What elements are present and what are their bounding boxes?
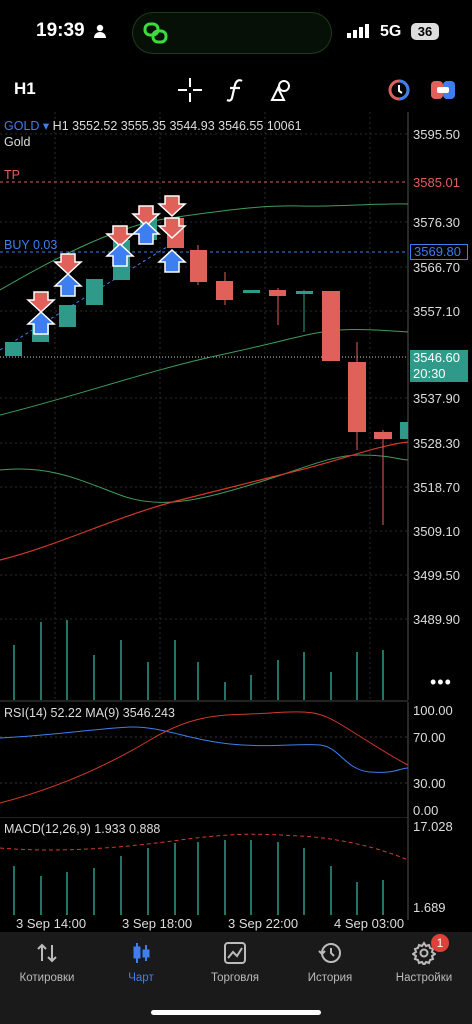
objects-icon[interactable] xyxy=(270,78,294,102)
rsi-ma-line xyxy=(0,726,409,773)
current-price: 3546.60 xyxy=(413,350,460,365)
time-tick: 4 Sep 03:00 xyxy=(334,916,405,931)
macd-tick-top: 17.028 xyxy=(413,819,453,834)
bb-upper xyxy=(0,203,409,291)
price-tick: 3595.50 xyxy=(413,127,460,142)
tp-price-tag: 3585.01 xyxy=(410,175,468,191)
rsi-tick: 30.00 xyxy=(413,776,446,791)
battery-indicator: 36 xyxy=(411,23,439,40)
history-icon xyxy=(318,943,341,963)
chart-icon xyxy=(133,943,150,963)
price-tick: 3518.70 xyxy=(413,480,460,495)
time-tick: 3 Sep 18:00 xyxy=(122,916,193,931)
header-timeframe: H1 xyxy=(52,119,69,133)
macd-signal xyxy=(0,833,409,861)
price-chart[interactable] xyxy=(0,112,472,702)
status-bar: 19:39 5G 36 xyxy=(0,0,472,64)
status-time: 19:39 xyxy=(36,20,85,41)
one-click-trading-icon[interactable] xyxy=(387,78,411,102)
quotes-icon xyxy=(37,943,57,963)
nav-history-label: История xyxy=(307,972,353,984)
symbol-name: GOLD xyxy=(4,119,40,133)
bb-lower xyxy=(0,454,409,503)
price-tick: 3557.10 xyxy=(413,304,460,319)
network-type: 5G xyxy=(380,23,402,40)
nav-chart[interactable]: Чарт xyxy=(94,940,188,984)
buy-price-tag: 3569.80 xyxy=(410,244,468,260)
symbol-description: Gold xyxy=(4,135,31,149)
nav-quotes[interactable]: Котировки xyxy=(0,940,94,984)
candle-countdown: 20:30 xyxy=(413,366,446,381)
macd-label: MACD(12,26,9) 1.933 0.888 xyxy=(4,822,161,836)
rsi-label: RSI(14) 52.22 MA(9) 3546.243 xyxy=(4,706,175,720)
nav-trade-label: Торговля xyxy=(210,972,260,984)
macd-histogram xyxy=(13,840,384,915)
dynamic-island xyxy=(132,12,332,54)
trade-chart-icon xyxy=(224,942,246,964)
signal-icon xyxy=(347,24,369,38)
nav-quotes-label: Котировки xyxy=(19,972,75,984)
link-icon xyxy=(143,22,168,44)
bb-middle xyxy=(0,328,409,416)
macd-panel[interactable] xyxy=(0,818,472,922)
price-tick: 3566.70 xyxy=(413,260,460,275)
trade-icon[interactable] xyxy=(430,79,456,101)
rsi-tick: 100.00 xyxy=(413,703,453,718)
person-icon xyxy=(94,24,106,38)
timeframe-button[interactable]: H1 xyxy=(14,79,36,98)
trade-connector xyxy=(0,244,171,351)
nav-trade[interactable]: Торговля xyxy=(188,940,282,984)
rsi-line xyxy=(0,711,409,804)
current-price-tag: 3546.60 20:30 xyxy=(410,350,468,382)
price-tick: 3499.50 xyxy=(413,568,460,583)
volume-bars xyxy=(13,620,384,700)
price-tick: 3576.30 xyxy=(413,215,460,230)
nav-chart-label: Чарт xyxy=(128,972,154,984)
home-indicator xyxy=(151,1010,321,1015)
trade-arrows xyxy=(26,195,187,335)
rsi-tick: 70.00 xyxy=(413,730,446,745)
price-tick: 3528.30 xyxy=(413,436,460,451)
battery-level: 36 xyxy=(417,24,433,39)
indicators-icon[interactable] xyxy=(226,78,246,102)
buy-label: BUY 0.03 xyxy=(4,238,58,252)
crosshair-icon[interactable] xyxy=(178,78,202,102)
tp-label: TP xyxy=(4,168,20,182)
nav-history[interactable]: История xyxy=(283,940,377,984)
grid xyxy=(0,112,408,700)
price-tick: 3489.90 xyxy=(413,612,460,627)
settings-badge: 1 xyxy=(431,934,449,952)
symbol-selector[interactable]: GOLD ▾ xyxy=(4,119,50,133)
time-tick: 3 Sep 14:00 xyxy=(16,916,87,931)
price-tick: 3509.10 xyxy=(413,524,460,539)
chart-header: GOLD ▾ H1 3552.52 3555.35 3544.93 3546.5… xyxy=(4,118,302,150)
rsi-panel[interactable] xyxy=(0,702,472,818)
rsi-tick: 0.00 xyxy=(413,803,439,818)
header-ohlc: 3552.52 3555.35 3544.93 3546.55 10061 xyxy=(72,119,302,133)
macd-tick-bottom: 1.689 xyxy=(413,900,446,915)
time-tick: 3 Sep 22:00 xyxy=(228,916,299,931)
nav-settings[interactable]: 1 Настройки xyxy=(377,934,471,984)
time-axis: 3 Sep 14:00 3 Sep 18:00 3 Sep 22:00 4 Se… xyxy=(0,914,408,932)
bottom-nav xyxy=(0,932,472,1024)
more-icon[interactable]: ••• xyxy=(430,672,452,692)
price-tick: 3537.90 xyxy=(413,391,460,406)
nav-settings-label: Настройки xyxy=(395,972,453,984)
moving-average xyxy=(0,441,409,561)
